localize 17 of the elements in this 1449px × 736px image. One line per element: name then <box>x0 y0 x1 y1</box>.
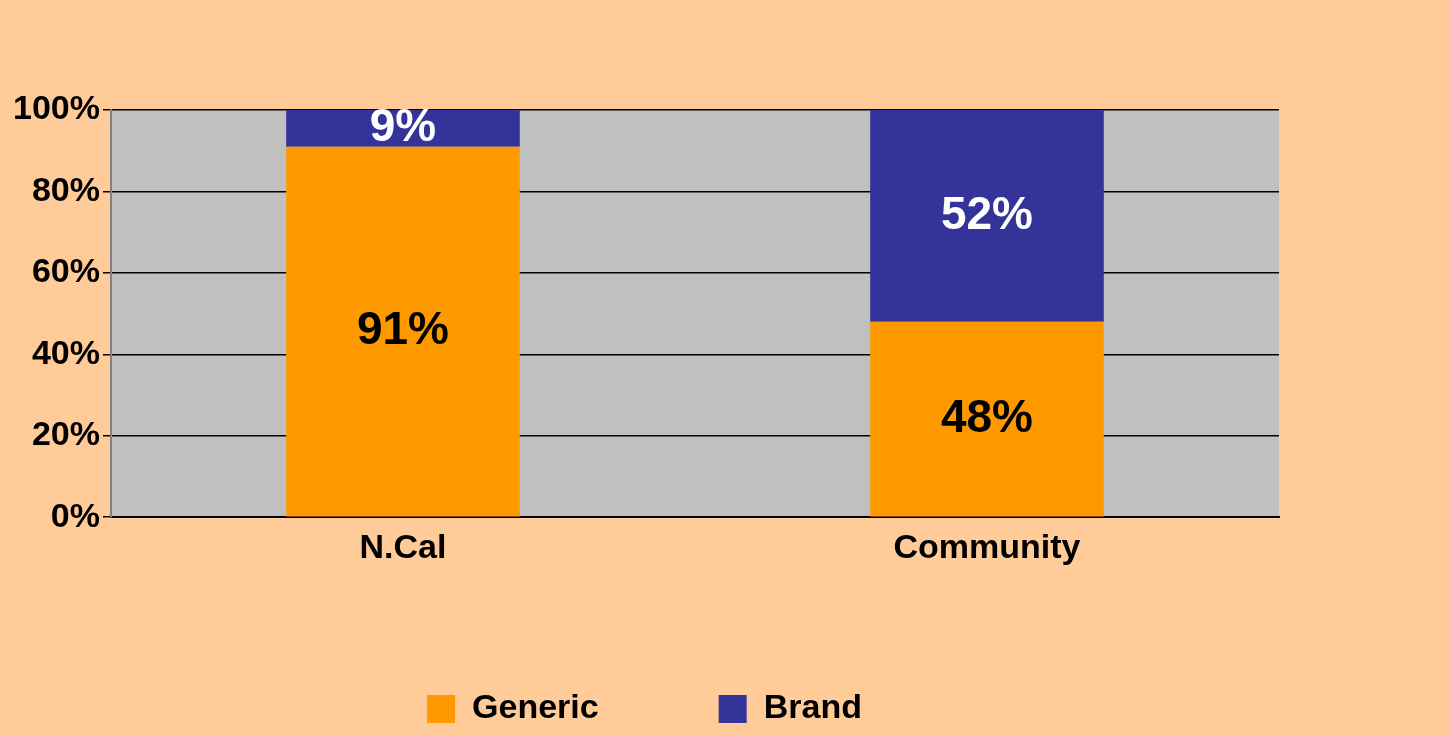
bar <box>870 321 1104 517</box>
y-tick-label: 40% <box>31 332 100 371</box>
bar <box>286 146 520 517</box>
data-label: 91% <box>356 302 450 355</box>
y-tick-label: 80% <box>31 169 100 208</box>
x-tick-label: N.Cal <box>359 526 447 565</box>
data-label: 52% <box>940 186 1034 239</box>
y-tick-label: 100% <box>12 88 100 127</box>
y-tick-label: 20% <box>31 414 100 453</box>
y-tick-label: 0% <box>50 495 100 534</box>
legend-label: Brand <box>763 687 862 726</box>
data-label: 48% <box>940 389 1034 442</box>
bar <box>870 110 1104 322</box>
x-tick-label: Community <box>893 526 1081 565</box>
data-label: 9% <box>369 99 437 152</box>
y-tick-label: 60% <box>31 251 100 290</box>
legend-label: Generic <box>472 687 599 726</box>
